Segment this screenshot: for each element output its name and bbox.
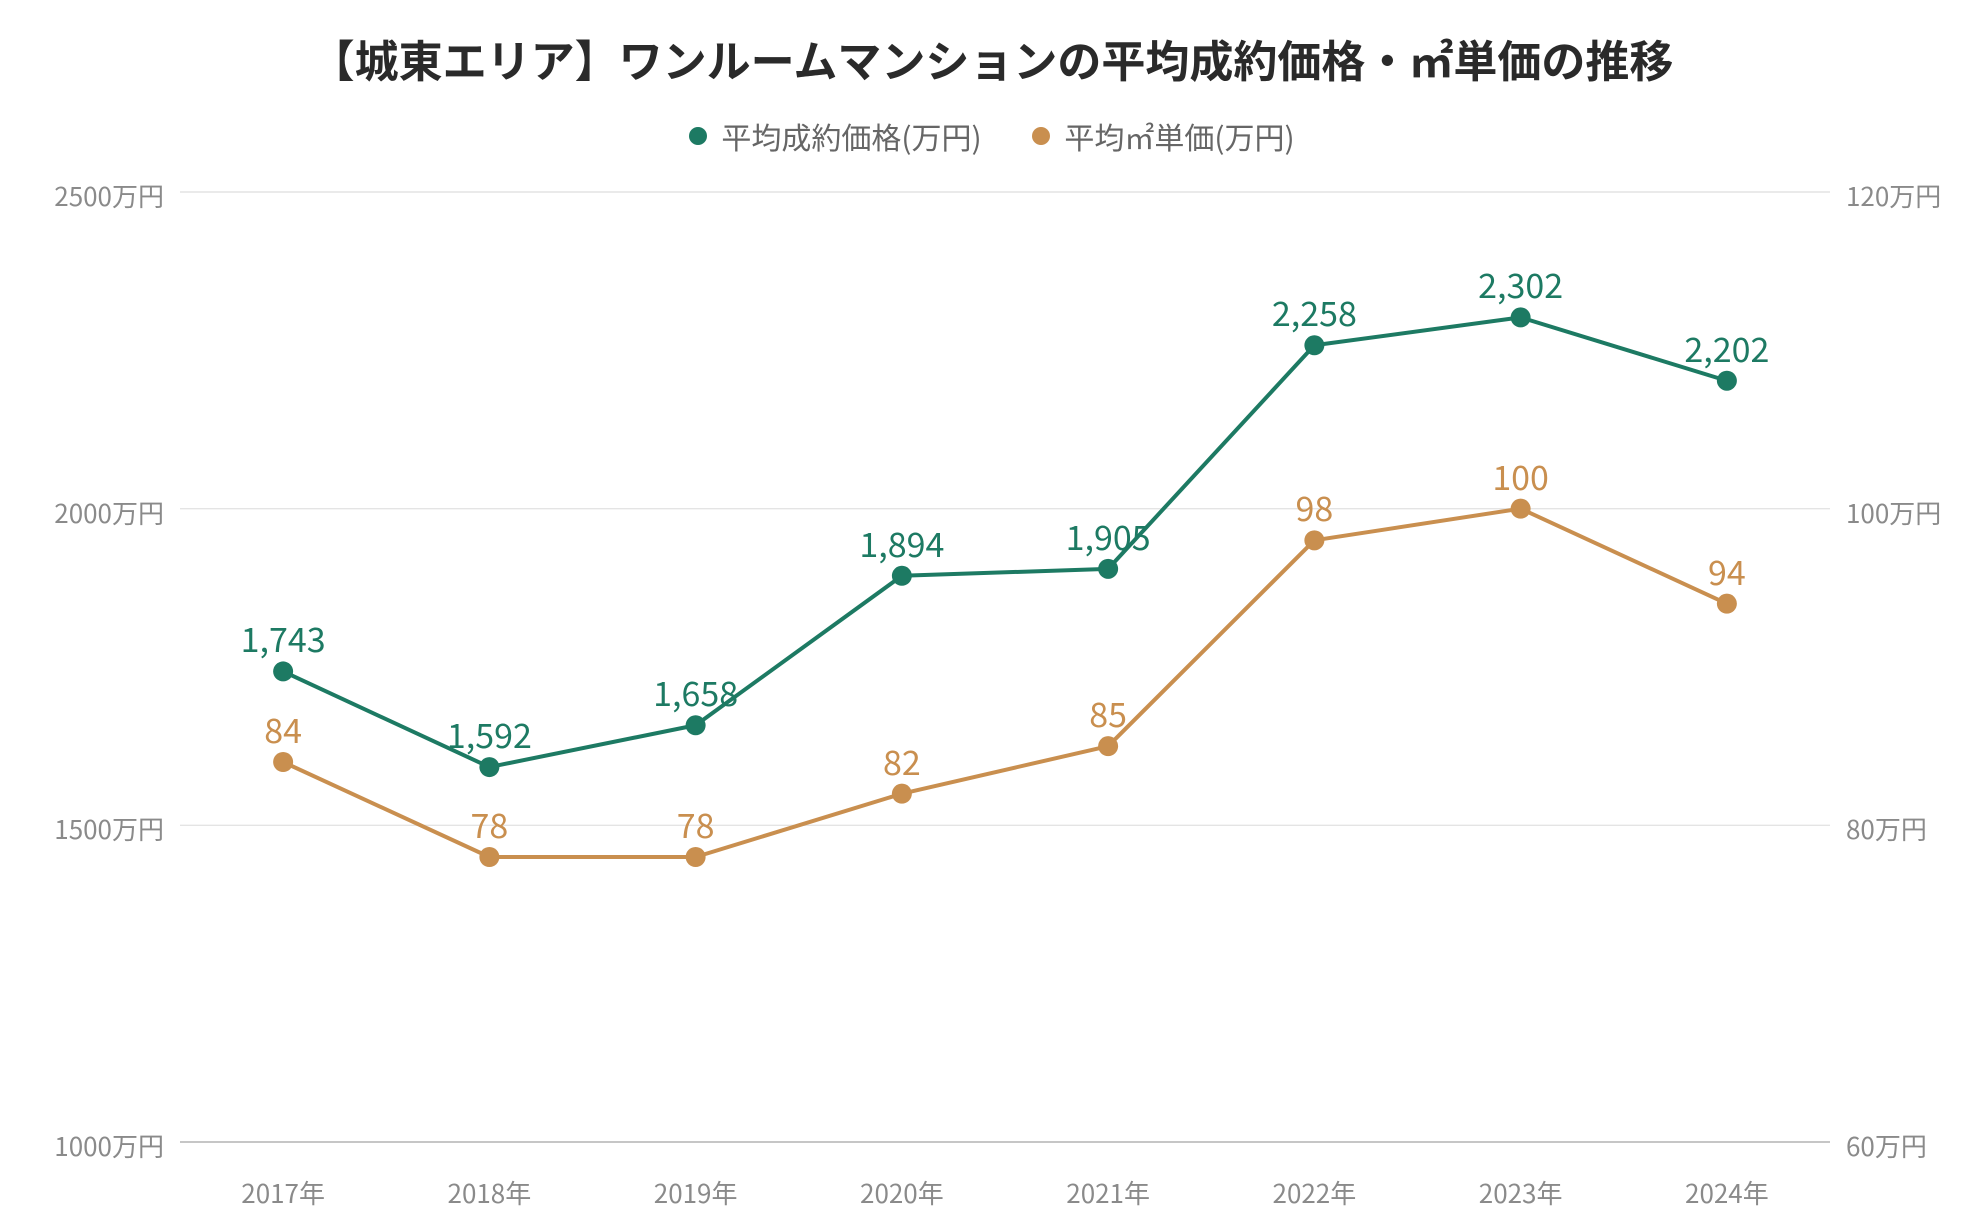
x-tick-label: 2019年 (654, 1174, 738, 1211)
data-label: 1,894 (859, 518, 944, 567)
x-tick-label: 2017年 (241, 1174, 325, 1211)
data-label: 98 (1296, 482, 1334, 531)
data-label: 2,258 (1272, 287, 1357, 336)
x-tick-label: 2023年 (1479, 1174, 1563, 1211)
x-tick-label: 2021年 (1066, 1174, 1150, 1211)
y-right-tick-label: 100万円 (1846, 494, 1941, 531)
data-label: 78 (471, 799, 509, 848)
data-label: 2,302 (1478, 259, 1563, 308)
data-label: 1,905 (1066, 511, 1151, 560)
y-left-tick-label: 1500万円 (54, 810, 164, 847)
y-right-tick-label: 60万円 (1846, 1127, 1927, 1164)
y-left-tick-label: 1000万円 (54, 1127, 164, 1164)
y-right-tick-label: 80万円 (1846, 810, 1927, 847)
data-label: 2,202 (1684, 323, 1769, 372)
data-label: 84 (264, 704, 302, 753)
price-trend-chart: 【城東エリア】ワンルームマンションの平均成約価格・㎡単価の推移 平均成約価格(万… (0, 0, 1984, 1228)
data-label: 1,743 (241, 613, 326, 662)
y-left-tick-label: 2500万円 (54, 177, 164, 214)
data-label: 94 (1708, 546, 1746, 595)
data-label: 85 (1089, 688, 1127, 737)
x-tick-label: 2022年 (1273, 1174, 1357, 1211)
x-tick-label: 2020年 (860, 1174, 944, 1211)
y-right-tick-label: 120万円 (1846, 177, 1941, 214)
data-label: 100 (1492, 451, 1549, 500)
data-label: 1,592 (447, 709, 532, 758)
x-tick-label: 2018年 (448, 1174, 532, 1211)
data-label: 78 (677, 799, 715, 848)
x-tick-label: 2024年 (1685, 1174, 1769, 1211)
data-label: 82 (883, 736, 921, 785)
data-label: 1,658 (653, 667, 738, 716)
y-left-tick-label: 2000万円 (54, 494, 164, 531)
